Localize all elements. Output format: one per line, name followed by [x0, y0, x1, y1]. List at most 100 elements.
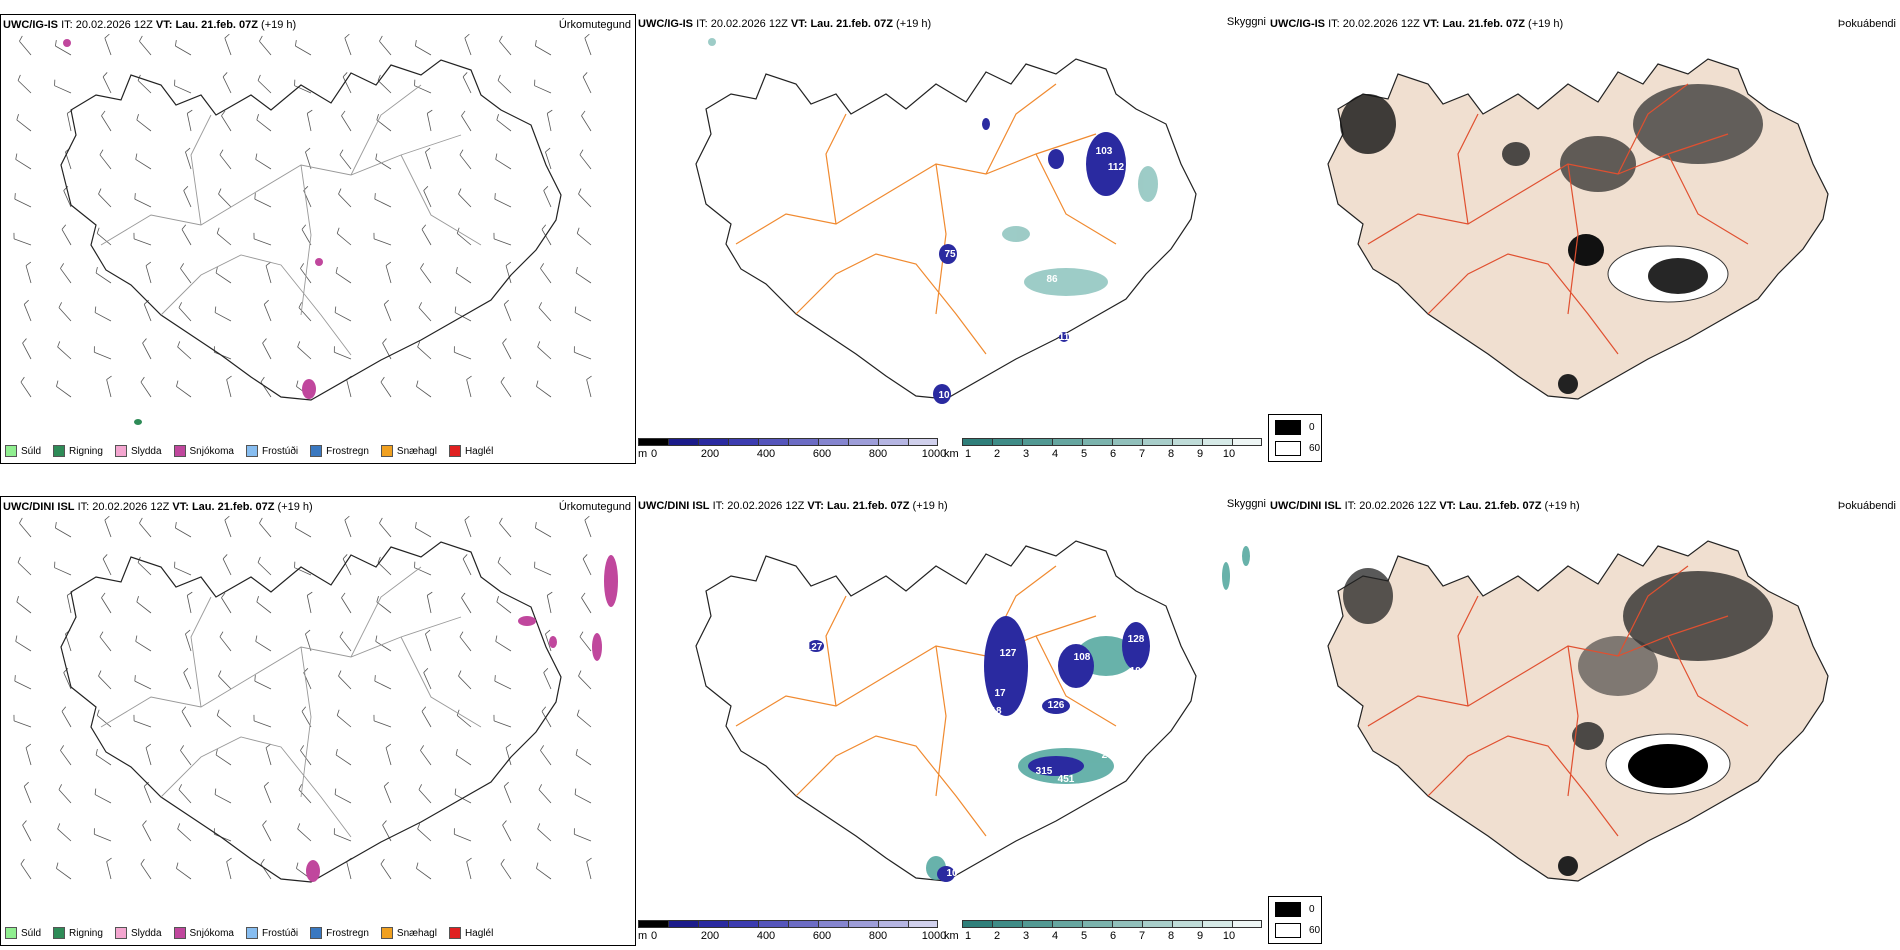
colorbar-segment	[788, 438, 818, 446]
wind-barb-feather	[547, 109, 553, 114]
wind-barb-feather	[385, 743, 392, 749]
precip-header-top: UWC/IG-IS IT: 20.02.2026 12Z VT: Lau. 21…	[3, 19, 296, 31]
colorbar-segment	[818, 920, 848, 928]
legend-swatch	[173, 445, 186, 457]
wind-barb-feather	[500, 376, 505, 383]
wind-barb	[178, 789, 192, 804]
roads	[735, 565, 1117, 837]
wind-barb	[297, 828, 312, 842]
wind-barb-feather	[295, 522, 297, 529]
colorbar-tick: 6	[1109, 930, 1117, 942]
it-value: 20.02.2026 12Z	[1359, 500, 1437, 512]
wind-barb	[574, 833, 592, 842]
wind-barb	[175, 527, 192, 538]
it-label: IT:	[77, 501, 90, 513]
wind-barb	[334, 794, 352, 804]
wind-barb	[106, 379, 112, 398]
colorbar-segment	[668, 438, 698, 446]
legend-label: Slydda	[130, 927, 162, 939]
wind-barb	[22, 824, 32, 842]
wind-barb-feather	[379, 517, 383, 524]
wind-barb	[215, 272, 232, 284]
legend-swatch	[5, 927, 17, 939]
wind-barb	[385, 747, 392, 766]
wind-barb	[418, 307, 432, 322]
wind-barb-feather	[535, 40, 537, 47]
wind-barb	[226, 379, 232, 398]
legend-item: Frostregn	[310, 927, 369, 939]
wind-barb-feather	[140, 858, 145, 865]
wind-barb	[494, 198, 512, 208]
wind-barb-feather	[499, 517, 503, 524]
wind-barb-feather	[256, 114, 259, 121]
wind-barb	[136, 119, 152, 132]
legend-item: Snjókoma	[173, 445, 234, 457]
wind-barb	[55, 527, 72, 538]
ceiling-map-bottom: 127 127 17 18 126 128 108 191 10 315 451 200 68	[695, 540, 1250, 882]
wind-barb	[17, 562, 32, 576]
wind-barb	[253, 720, 272, 728]
wind-barb-feather	[181, 224, 187, 230]
wind-barb	[145, 747, 152, 766]
wind-barb-feather	[60, 263, 65, 269]
wind-barb-feather	[502, 820, 507, 826]
wind-barb-feather	[305, 147, 311, 153]
wind-barb	[541, 229, 552, 246]
lead-time: (+19 h)	[277, 501, 313, 513]
legend-swatch	[310, 445, 323, 457]
wind-barb	[576, 233, 592, 246]
wind-barb	[344, 519, 352, 538]
wind-barb-feather	[257, 74, 261, 81]
wind-barb-feather	[102, 554, 108, 560]
wind-barb-feather	[187, 591, 193, 596]
wind-barb	[543, 190, 552, 208]
wind-barb	[226, 861, 232, 880]
wind-barb-feather	[17, 556, 21, 563]
wind-barb-feather	[537, 341, 541, 348]
wind-barb-feather	[339, 149, 344, 156]
colorbar-tick: 1	[964, 448, 972, 460]
wind-barb-feather	[584, 515, 590, 521]
wind-barb	[143, 304, 152, 322]
wind-barb-feather	[178, 784, 183, 790]
wind-barb	[535, 527, 552, 538]
it-label: IT:	[712, 500, 725, 512]
model-name: UWC/IG-IS	[3, 19, 58, 31]
wind-barb-feather	[575, 266, 578, 274]
wind-barb-feather	[298, 784, 303, 790]
wind-barb-feather	[216, 227, 220, 234]
wind-barb-feather	[55, 40, 57, 47]
wind-barb-feather	[101, 592, 106, 598]
wind-barb-feather	[582, 72, 588, 78]
cloud-header-bottom: UWC/DINI ISL IT: 20.02.2026 12Z VT: Lau.…	[638, 500, 948, 512]
wind-barb	[259, 40, 272, 56]
colorbar-segment	[1142, 438, 1172, 446]
legend-item: Frostúði	[245, 445, 298, 457]
wind-barb	[415, 45, 432, 56]
wind-barb	[140, 381, 152, 398]
wind-barb	[60, 268, 72, 284]
colorbar-segment	[962, 438, 992, 446]
wind-barb-feather	[461, 592, 466, 598]
wind-barb	[534, 85, 552, 94]
snow-area	[302, 379, 316, 399]
ceiling-value-label: 10	[946, 868, 958, 879]
wind-barb	[341, 597, 352, 614]
wind-barb	[584, 519, 592, 538]
wind-barb-feather	[540, 745, 545, 751]
wind-barb-feather	[421, 706, 427, 712]
wind-barb	[493, 720, 512, 728]
wind-barb	[133, 238, 152, 246]
wind-barb	[63, 190, 72, 208]
wind-barb-feather	[541, 224, 547, 230]
wind-barb	[534, 567, 552, 576]
colorbar-segment	[638, 920, 668, 928]
wind-barb-feather	[342, 554, 348, 560]
fog-map-bottom	[1327, 540, 1829, 882]
wind-barb-feather	[586, 857, 592, 862]
wind-barb	[541, 711, 552, 728]
wind-barb-feather	[497, 74, 501, 81]
wind-barb-feather	[57, 823, 61, 830]
wind-barb	[496, 119, 512, 132]
wind-barb	[16, 601, 32, 614]
